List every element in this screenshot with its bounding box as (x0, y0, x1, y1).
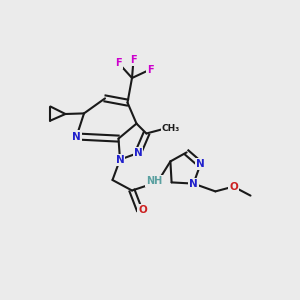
Text: O: O (229, 182, 238, 192)
Text: N: N (134, 148, 142, 158)
Text: F: F (115, 58, 122, 68)
Text: F: F (130, 55, 137, 65)
Text: NH: NH (146, 176, 163, 186)
Text: N: N (116, 154, 124, 165)
Text: N: N (189, 178, 198, 189)
Text: N: N (196, 159, 205, 170)
Text: N: N (72, 131, 81, 142)
Text: F: F (147, 64, 153, 75)
Text: O: O (138, 205, 147, 215)
Text: CH₃: CH₃ (162, 124, 180, 133)
